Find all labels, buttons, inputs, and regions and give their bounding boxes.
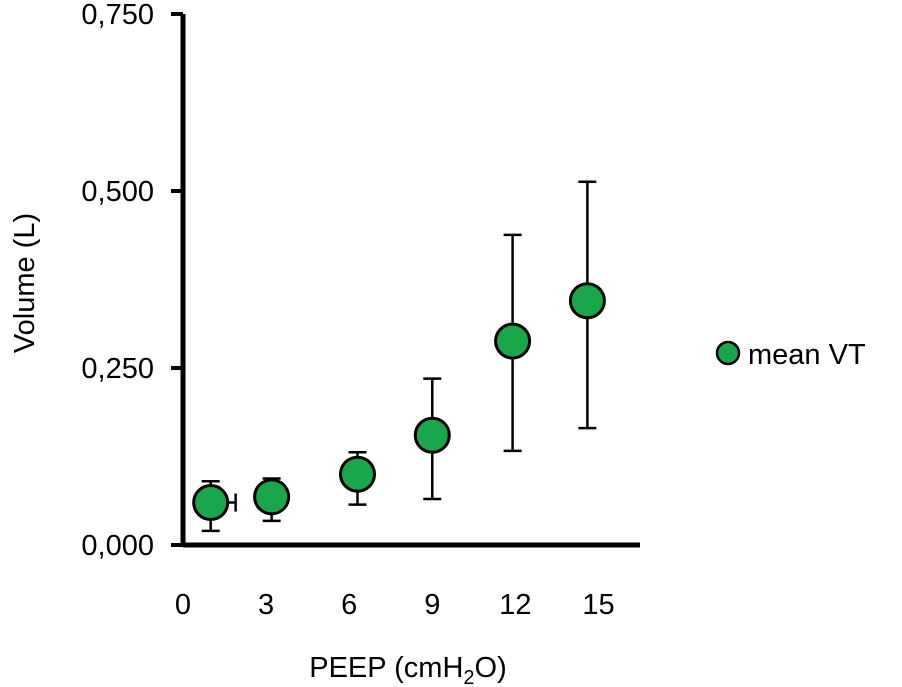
x-axis-title-tail: O) (475, 652, 507, 684)
data-point (338, 455, 376, 493)
legend: mean VT (715, 339, 866, 371)
data-point (494, 322, 532, 360)
data-point (253, 478, 291, 516)
data-point (413, 416, 451, 454)
x-tick-label: 12 (499, 589, 531, 621)
legend-marker (715, 340, 741, 366)
x-axis-title: PEEP (cmH2O) (309, 652, 507, 687)
x-tick-label: 9 (424, 589, 440, 621)
y-axis-title: Volume (L) (9, 213, 41, 353)
data-point (192, 484, 230, 522)
legend-label: mean VT (748, 339, 866, 371)
data-points-layer (192, 282, 606, 522)
data-point (568, 282, 606, 320)
x-axis-title-main: PEEP (cmH (309, 652, 463, 684)
x-axis-title-subscript: 2 (463, 667, 474, 687)
ticks-layer: 0,000 0,250 0,500 0,750 0 3 6 9 12 15 (81, 0, 614, 621)
x-tick-label: 6 (341, 589, 357, 621)
x-tick-label: 15 (582, 589, 614, 621)
y-tick-label: 0,500 (81, 176, 154, 208)
y-tick-label: 0,750 (81, 0, 154, 31)
x-tick-label: 3 (258, 589, 274, 621)
error-bars-layer (201, 180, 597, 533)
y-tick-label: 0,000 (81, 530, 154, 562)
x-tick-label: 0 (175, 589, 191, 621)
axes-layer (180, 14, 640, 548)
y-tick-label: 0,250 (81, 353, 154, 385)
